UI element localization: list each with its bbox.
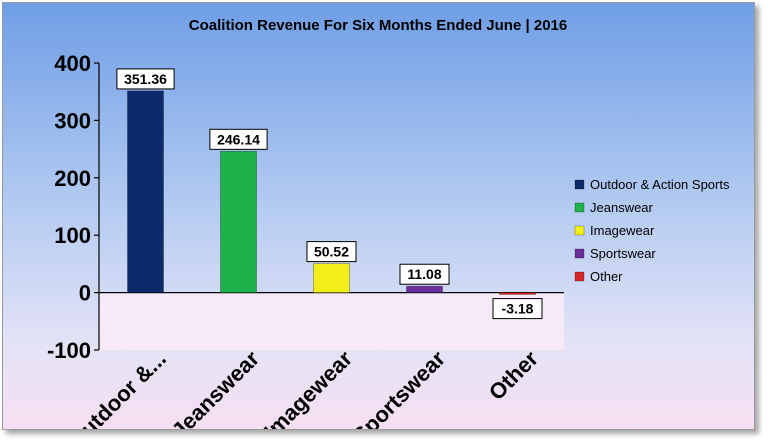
data-label: 246.14: [209, 128, 268, 150]
legend-swatch: [574, 202, 585, 213]
data-label-text: -3.18: [502, 301, 534, 317]
data-label-box: [492, 298, 543, 320]
chart-frame: Coalition Revenue For Six Months Ended J…: [2, 2, 755, 430]
data-label-text: 11.08: [407, 266, 441, 282]
legend-label: Other: [590, 269, 623, 284]
y-tick-label: 100: [54, 223, 91, 248]
bar: [220, 150, 257, 294]
legend-swatch: [574, 248, 585, 259]
data-label-box: [306, 241, 357, 263]
bar-chart: Coalition Revenue For Six Months Ended J…: [3, 3, 754, 429]
legend-swatch: [574, 271, 585, 282]
y-tick-label: -100: [47, 338, 91, 363]
y-tick-labels: 400 300 200 100 0 -100: [47, 51, 91, 363]
data-label: 50.52: [306, 241, 357, 263]
data-label-text: 50.52: [314, 244, 349, 260]
legend-label: Jeanswear: [590, 200, 654, 215]
legend-label: Imagewear: [590, 223, 655, 238]
data-label-text: 246.14: [217, 131, 260, 147]
legend-item: Other: [574, 269, 623, 284]
legend-item: Jeanswear: [574, 200, 654, 215]
chart-title: Coalition Revenue For Six Months Ended J…: [189, 17, 567, 34]
bar: [313, 263, 350, 294]
plot-area-negative: [99, 292, 564, 350]
data-labels: 351.36 246.14 50.52 11.08 -3.18: [116, 68, 543, 320]
y-tick-label: 300: [54, 108, 91, 133]
legend: Outdoor & Action Sports Jeanswear Imagewea…: [574, 177, 730, 284]
bar: [499, 292, 536, 295]
data-label-box: [116, 68, 175, 90]
legend-item: Sportswear: [574, 246, 656, 261]
y-tick-label: 400: [54, 51, 91, 76]
legend-swatch: [574, 179, 585, 190]
y-tick-label: 200: [54, 166, 91, 191]
data-label-text: 351.36: [124, 71, 167, 87]
legend-label: Outdoor & Action Sports: [590, 177, 730, 192]
legend-item: Imagewear: [574, 223, 655, 238]
data-label: 11.08: [399, 263, 450, 285]
bar: [127, 90, 164, 293]
y-tick-label: 0: [79, 281, 91, 306]
legend-label: Sportswear: [590, 246, 656, 261]
legend-item: Outdoor & Action Sports: [574, 177, 730, 192]
legend-swatch: [574, 225, 585, 236]
chart-background: [3, 3, 754, 429]
data-label: 351.36: [116, 68, 175, 90]
data-label: -3.18: [492, 298, 543, 320]
bar: [406, 285, 443, 294]
data-label-box: [399, 263, 450, 285]
data-label-box: [209, 128, 268, 150]
bars: [127, 90, 536, 295]
